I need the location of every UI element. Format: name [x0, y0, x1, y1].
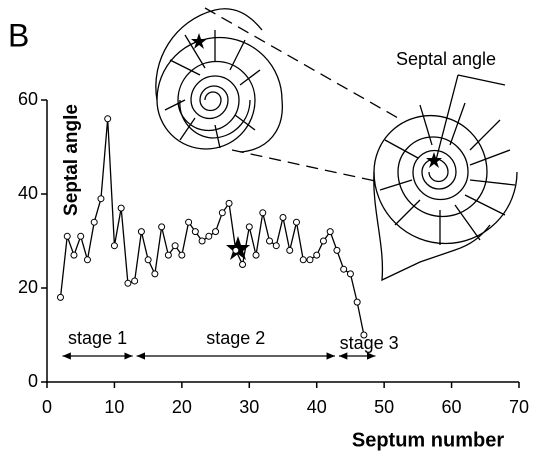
data-point [313, 251, 321, 259]
x-tick-label: 40 [307, 397, 327, 417]
data-point [131, 277, 139, 285]
data-point [144, 256, 152, 264]
shell-illustration [373, 74, 518, 282]
data-point [77, 232, 85, 240]
data-point [205, 232, 213, 240]
connector [204, 7, 399, 183]
data-point [151, 270, 159, 278]
stage-label: stage 3 [340, 333, 399, 353]
data-point [326, 228, 334, 236]
x-tick-label: 10 [104, 397, 124, 417]
data-point [340, 265, 348, 273]
data-point [360, 331, 368, 339]
data-point [63, 232, 71, 240]
data-point [212, 228, 220, 236]
data-point [164, 251, 172, 259]
data-point [178, 251, 186, 259]
data-point [97, 195, 105, 203]
data-point [90, 218, 98, 226]
data-point [185, 218, 193, 226]
data-point [346, 270, 354, 278]
data-point [218, 209, 226, 217]
data-point [266, 237, 274, 245]
y-tick-label: 0 [28, 371, 38, 391]
panel-label: B [8, 17, 29, 53]
data-point [198, 237, 206, 245]
y-tick-label: 20 [18, 277, 38, 297]
x-tick-label: 60 [442, 397, 462, 417]
data-point [225, 199, 233, 207]
data-point [252, 251, 260, 259]
data-point [110, 242, 118, 250]
data-point [292, 218, 300, 226]
x-tick-label: 70 [509, 397, 529, 417]
data-point [117, 204, 125, 212]
data-point [272, 242, 280, 250]
x-tick-label: 50 [374, 397, 394, 417]
data-point [306, 256, 314, 264]
shell-illustration [155, 8, 283, 153]
data-point [124, 279, 132, 287]
data-point [56, 293, 64, 301]
data-point [259, 209, 267, 217]
data-point [137, 228, 145, 236]
data-point [286, 246, 294, 254]
data-point [70, 251, 78, 259]
data-point [104, 115, 112, 123]
x-tick-label: 30 [239, 397, 259, 417]
data-point [191, 228, 199, 236]
data-point [232, 246, 240, 254]
y-tick-label: 60 [18, 89, 38, 109]
data-point [239, 261, 247, 268]
x-tick-label: 20 [172, 397, 192, 417]
data-point [158, 223, 166, 231]
stage-label: stage 2 [206, 328, 265, 348]
stage-label: stage 1 [68, 328, 127, 348]
data-point [279, 214, 287, 221]
x-tick-label: 0 [42, 397, 52, 417]
data-point [333, 246, 341, 254]
y-axis-title: Septal angle [61, 104, 82, 216]
annotation: Septal angle [396, 49, 496, 69]
data-point [171, 242, 179, 250]
data-point [83, 256, 91, 264]
x-axis-title: Septum number [352, 429, 504, 451]
data-line [59, 118, 365, 336]
y-tick-label: 40 [18, 183, 38, 203]
data-point [353, 298, 361, 306]
data-point [245, 223, 253, 231]
data-point [299, 256, 307, 264]
data-point [319, 237, 327, 245]
